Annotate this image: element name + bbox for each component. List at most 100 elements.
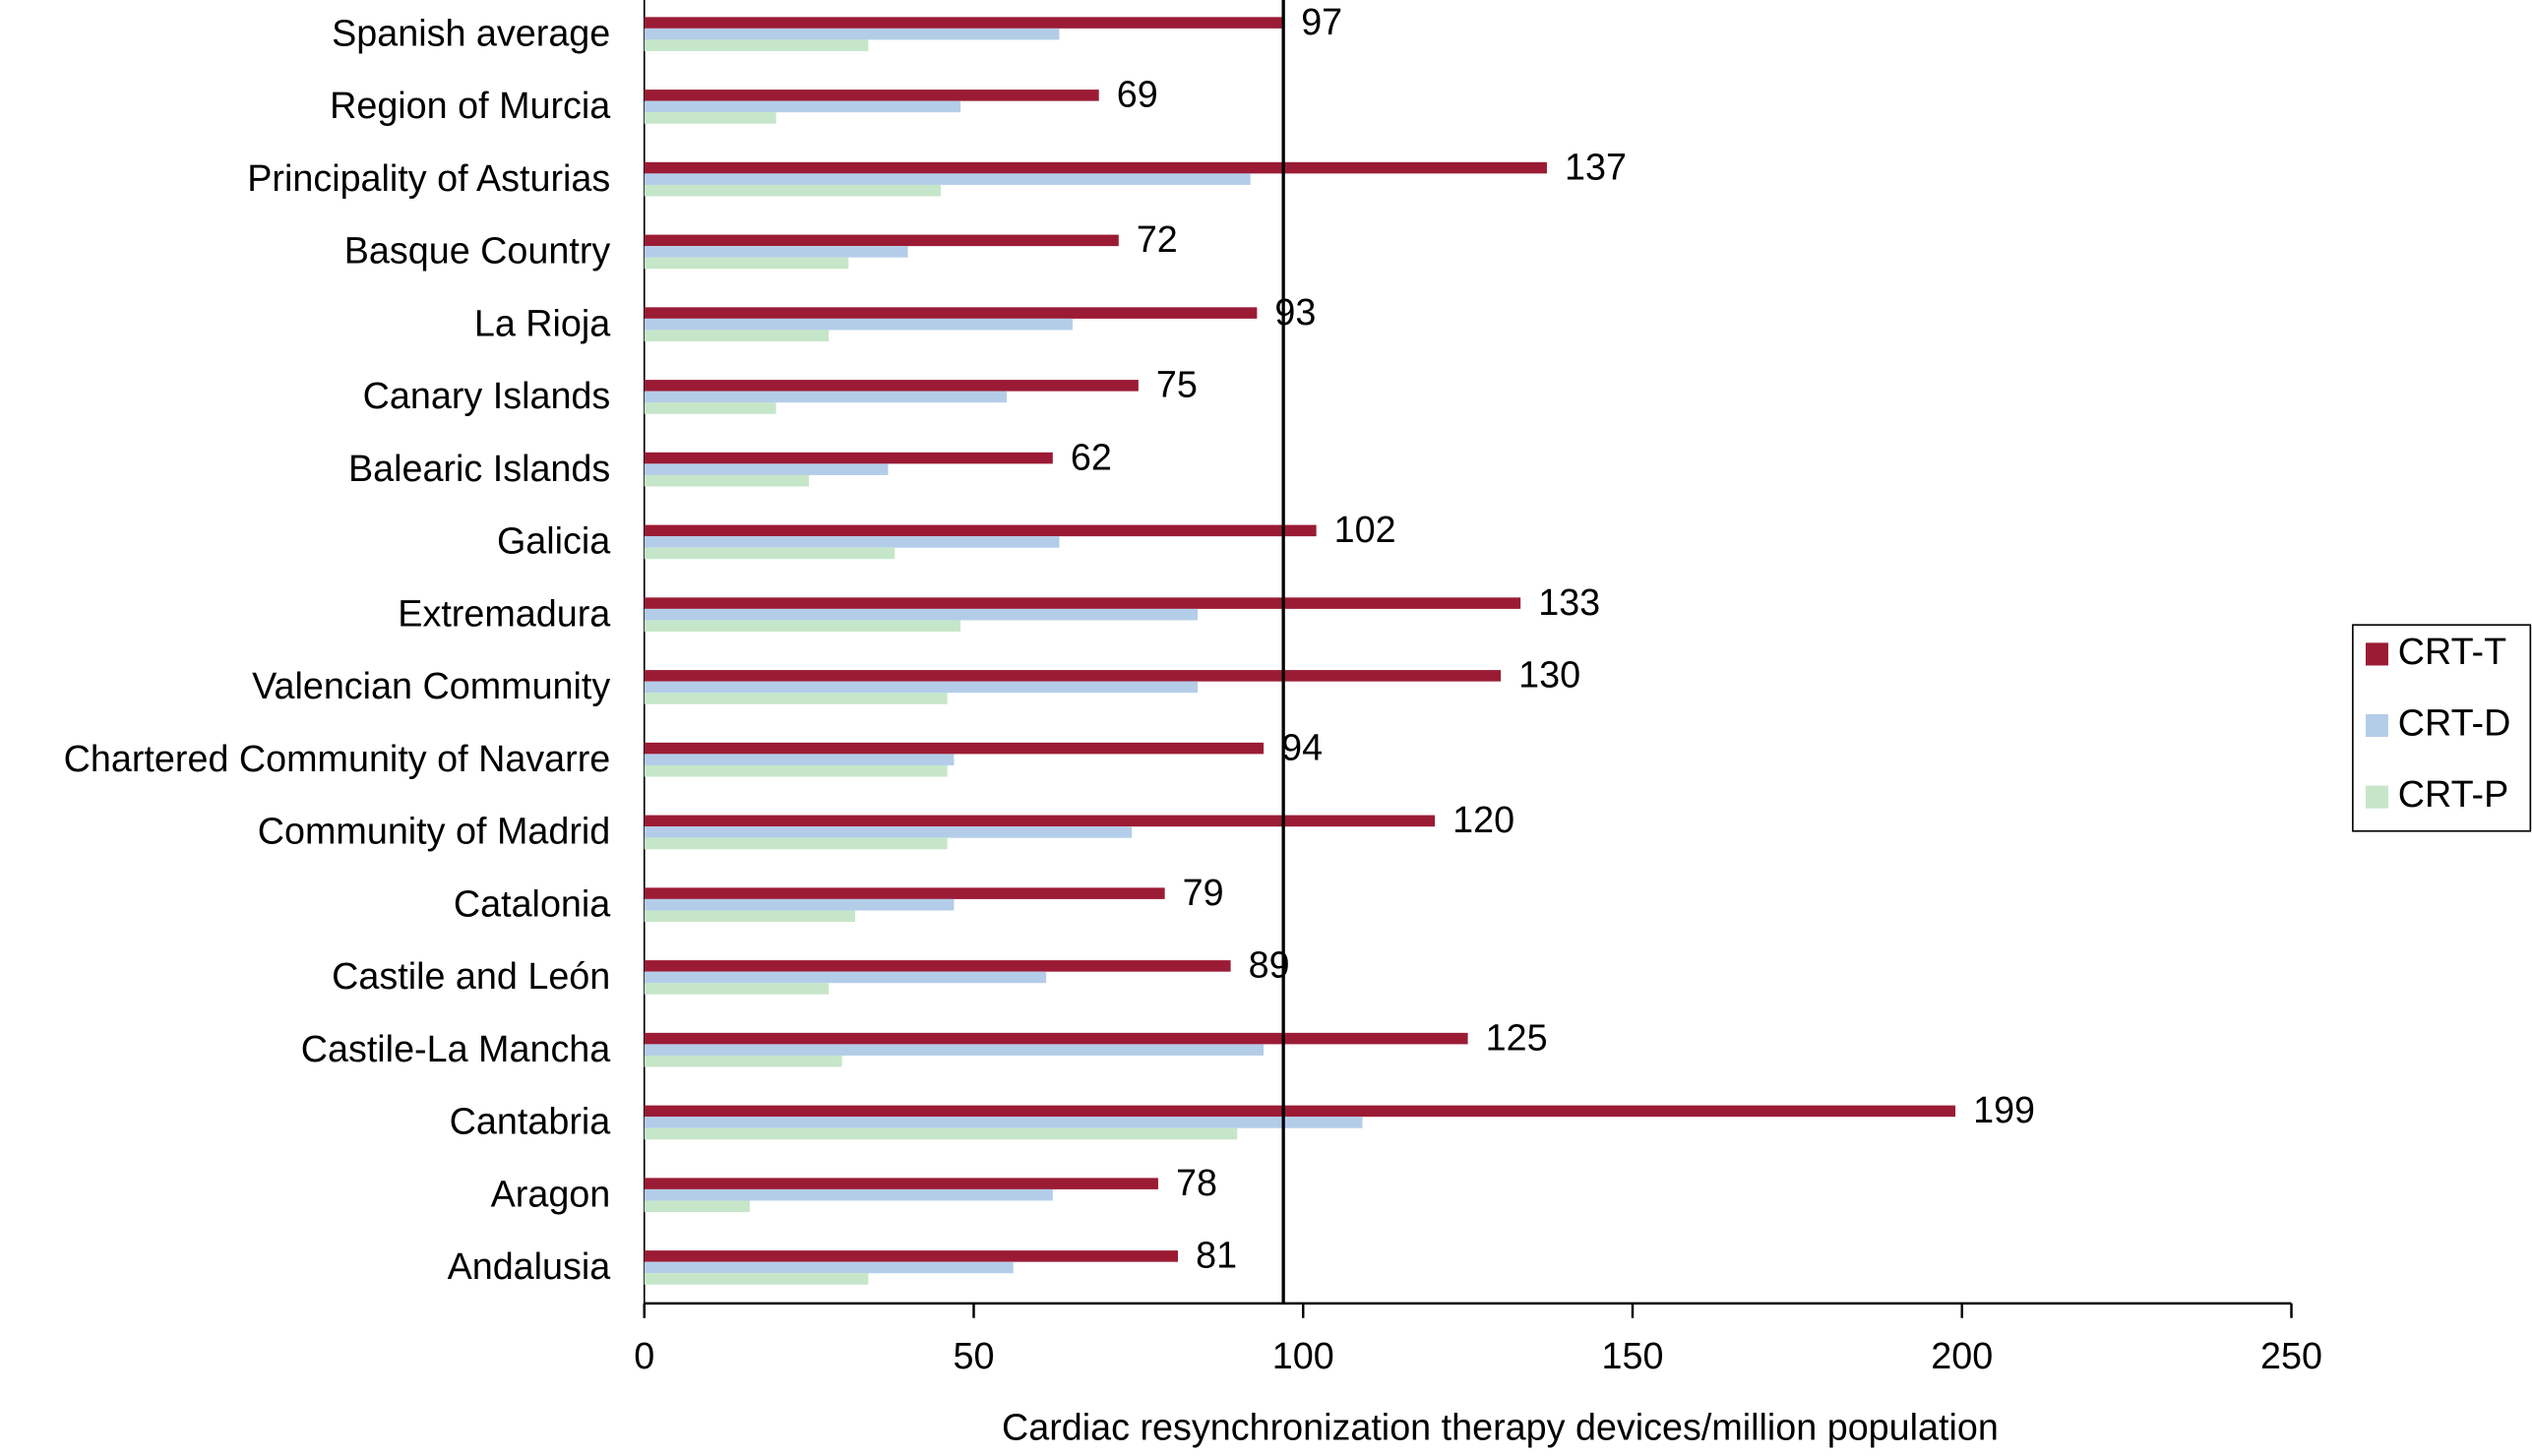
bar	[644, 90, 1099, 101]
bar	[644, 898, 955, 911]
data-label: 75	[1156, 364, 1198, 405]
legend: CRT-T CRT-D CRT-P	[2352, 624, 2532, 832]
y-tick-label: Balearic Islands	[348, 449, 610, 490]
y-tick-label: Castile-La Mancha	[301, 1029, 611, 1070]
data-label: 120	[1452, 800, 1514, 841]
data-label: 97	[1301, 2, 1342, 43]
bar	[644, 318, 1073, 331]
bar	[644, 1055, 842, 1067]
bar	[644, 184, 942, 197]
legend-label: CRT-T	[2398, 632, 2506, 673]
bar	[644, 1261, 1014, 1274]
x-tick-label: 150	[1602, 1336, 1664, 1377]
y-tick-label: Castile and León	[332, 956, 610, 998]
bar	[644, 307, 1258, 319]
data-label: 93	[1274, 292, 1316, 334]
bar	[644, 910, 855, 923]
bar	[644, 1188, 1053, 1201]
legend-label: CRT-D	[2398, 702, 2511, 744]
y-tick-label: Canary Islands	[363, 376, 611, 417]
x-tick-label: 100	[1272, 1336, 1334, 1377]
data-label: 69	[1117, 74, 1158, 115]
bar	[644, 620, 961, 632]
bar	[644, 1032, 1468, 1045]
bar	[644, 234, 1119, 247]
data-label: 78	[1176, 1163, 1217, 1204]
y-tick-label: Catalonia	[454, 883, 611, 925]
bar	[644, 39, 869, 51]
y-tick-label: Spanish average	[332, 13, 610, 54]
bar	[644, 536, 1060, 548]
bar	[644, 1105, 1956, 1118]
bar	[644, 1200, 750, 1213]
y-tick-label: Cantabria	[450, 1102, 612, 1143]
data-label: 79	[1183, 873, 1224, 914]
data-label: 102	[1334, 510, 1396, 551]
bar	[644, 815, 1436, 827]
bar	[644, 1250, 1179, 1262]
bar	[644, 547, 895, 560]
bar	[644, 524, 1317, 537]
bar	[644, 1044, 1265, 1056]
data-label: 72	[1137, 219, 1178, 261]
bar	[644, 112, 776, 124]
y-tick-label: La Rioja	[474, 303, 611, 344]
y-tick-label: Region of Murcia	[330, 86, 611, 127]
bar	[644, 257, 849, 270]
bar	[644, 754, 955, 765]
bar	[644, 28, 1060, 40]
data-label: 133	[1538, 582, 1600, 624]
x-tick-label: 250	[2260, 1336, 2322, 1377]
bar	[644, 971, 1047, 984]
bar	[644, 1273, 869, 1285]
bar	[644, 100, 961, 113]
legend-swatch	[2365, 785, 2388, 809]
bar	[644, 983, 830, 995]
bar	[644, 887, 1165, 899]
x-axis-label: Cardiac resynchronization therapy device…	[1002, 1408, 1999, 1449]
bar	[644, 837, 948, 850]
bar	[644, 1117, 1363, 1128]
x-tick-label: 200	[1931, 1336, 1993, 1377]
bar	[644, 463, 889, 475]
bar	[644, 391, 1007, 403]
data-label: 94	[1281, 727, 1323, 768]
y-tick-label: Aragon	[491, 1174, 611, 1215]
bar	[644, 330, 830, 341]
y-tick-label: Community of Madrid	[258, 812, 610, 853]
bar	[644, 960, 1231, 972]
bar	[644, 452, 1053, 464]
data-label: 130	[1518, 654, 1580, 696]
data-label: 137	[1565, 147, 1627, 188]
y-tick-label: Valencian Community	[252, 666, 610, 707]
data-label: 125	[1486, 1017, 1548, 1059]
bar	[644, 681, 1199, 694]
bar	[644, 608, 1199, 621]
y-tick-label: Chartered Community of Navarre	[64, 739, 611, 780]
bar	[644, 1127, 1238, 1140]
data-label: 62	[1071, 437, 1112, 478]
y-tick-label: Principality of Asturias	[247, 158, 610, 200]
bar	[644, 380, 1139, 392]
y-tick-label: Extremadura	[398, 593, 611, 635]
bar	[644, 474, 810, 487]
bar	[644, 161, 1547, 174]
bar	[644, 764, 948, 777]
bar	[644, 246, 908, 258]
bar	[644, 402, 776, 414]
bar	[644, 826, 1133, 838]
legend-swatch	[2365, 713, 2388, 738]
y-tick-label: Basque Country	[344, 230, 611, 272]
bar	[644, 17, 1284, 29]
bar	[644, 173, 1251, 185]
bar	[644, 670, 1502, 682]
bar	[644, 742, 1265, 755]
y-tick-label: Andalusia	[448, 1246, 612, 1288]
legend-label: CRT-P	[2398, 774, 2509, 816]
bar	[644, 1178, 1158, 1189]
y-tick-label: Galicia	[497, 521, 611, 563]
data-label: 81	[1196, 1235, 1237, 1276]
x-tick-label: 50	[954, 1336, 995, 1377]
